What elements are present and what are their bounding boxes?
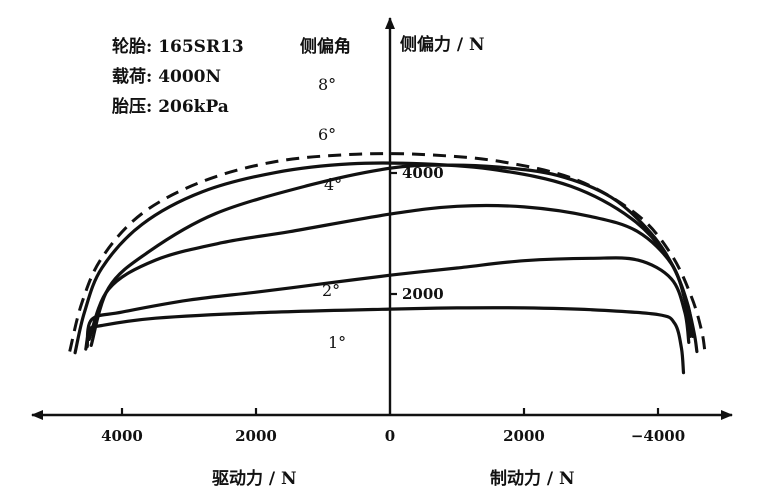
x-axis-ticks: 4000 2000 0 2000 −4000 — [101, 408, 685, 445]
x-tick-label: 2000 — [503, 427, 545, 445]
x-axis-title-left: 驱动力 / N — [212, 468, 297, 489]
x-tick-label: −4000 — [631, 427, 685, 445]
slip-angle-curves — [68, 152, 707, 375]
tire-spec-label: 轮胎: 165SR13 — [112, 36, 244, 57]
curve-slip-angle-2 — [85, 256, 691, 349]
y-axis-ticks: 2000 4000 — [390, 164, 444, 303]
curve-slip-angle-8 — [73, 161, 699, 355]
y-axis-title: 侧偏力 / N — [400, 34, 485, 55]
slip-angle-label-6: 6° — [318, 125, 336, 144]
slip-angle-label-4: 4° — [324, 175, 342, 194]
slip-angle-label-8: 8° — [318, 75, 336, 94]
slip-angle-label-2: 2° — [322, 281, 340, 300]
slip-angle-legend-title: 侧偏角 — [300, 36, 351, 57]
pressure-spec-label: 胎压: 206kPa — [112, 96, 229, 117]
tire-info-block: 轮胎: 165SR13 载荷: 4000N 胎压: 206kPa — [112, 36, 244, 117]
curve-slip-angle-1 — [84, 306, 686, 375]
x-tick-label: 0 — [385, 427, 395, 445]
y-tick-label: 4000 — [402, 164, 444, 182]
envelope-dashed-curve — [68, 152, 707, 352]
x-tick-label: 4000 — [101, 427, 143, 445]
slip-angle-labels: 1° 2° 4° 6° 8° — [318, 75, 346, 352]
x-axis-title-right: 制动力 / N — [490, 468, 575, 489]
y-tick-label: 2000 — [402, 285, 444, 303]
x-tick-label: 2000 — [235, 427, 277, 445]
load-spec-label: 载荷: 4000N — [112, 66, 221, 87]
slip-angle-label-1: 1° — [328, 333, 346, 352]
